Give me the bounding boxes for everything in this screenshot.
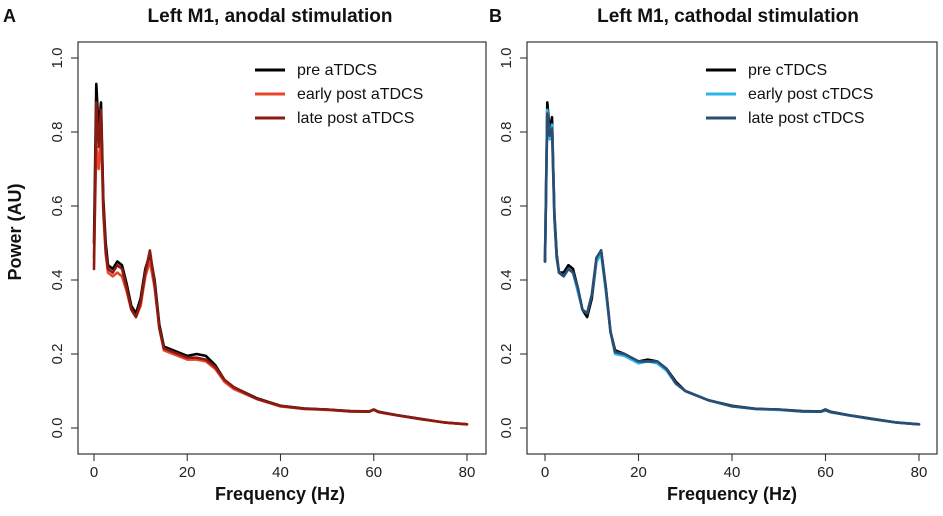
y-tick-label: 0.4 (498, 270, 515, 291)
y-tick-label: 0.4 (49, 270, 66, 291)
y-tick-label: 0.2 (498, 344, 515, 365)
y-axis: 0.0 0.2 0.4 0.6 0.8 1.0 (498, 48, 527, 439)
x-tick-label: 20 (630, 464, 647, 481)
y-tick-label: 0.6 (498, 196, 515, 217)
plot-frame (77, 41, 487, 455)
y-tick-label: 0.0 (498, 418, 515, 439)
y-tick-label: 1.0 (49, 48, 66, 69)
chart-title: Left M1, anodal stimulation (148, 6, 393, 27)
x-tick-label: 0 (90, 464, 98, 481)
panel-b: B Left M1, cathodal stimulation 0 20 40 60 8… (489, 6, 938, 504)
legend-label: late post cTDCS (748, 110, 864, 127)
x-axis: 0 20 40 60 80 (90, 454, 476, 481)
x-tick-label: 40 (724, 464, 741, 481)
series-lines (92, 82, 469, 426)
legend-label: pre cTDCS (748, 62, 827, 79)
x-axis: 0 20 40 60 80 (541, 454, 928, 481)
x-tick-label: 20 (179, 464, 196, 481)
x-axis-label: Frequency (Hz) (667, 484, 797, 504)
series-line-3 (543, 112, 921, 426)
x-tick-label: 60 (365, 464, 382, 481)
x-tick-label: 80 (911, 464, 928, 481)
legend-label: early post aTDCS (297, 86, 423, 103)
x-axis-label: Frequency (Hz) (215, 484, 345, 504)
legend-label: pre aTDCS (297, 62, 377, 79)
x-tick-label: 80 (459, 464, 476, 481)
legend-label: late post aTDCS (297, 110, 414, 127)
legend-label: early post cTDCS (748, 86, 873, 103)
series-line-2 (92, 127, 469, 426)
y-axis-label: Power (AU) (5, 183, 25, 280)
panel-a: A Left M1, anodal stimulation 0 20 40 60 80 … (3, 6, 487, 504)
x-tick-label: 0 (541, 464, 549, 481)
y-tick-label: 0.8 (498, 122, 515, 143)
y-tick-label: 0.8 (49, 122, 66, 143)
y-tick-label: 1.0 (498, 48, 515, 69)
series-lines (543, 101, 921, 426)
series-line-2 (543, 108, 921, 426)
y-tick-label: 0.0 (49, 418, 66, 439)
x-tick-label: 60 (817, 464, 834, 481)
y-tick-label: 0.2 (49, 344, 66, 365)
panel-letter: B (489, 6, 502, 26)
x-tick-label: 40 (272, 464, 289, 481)
chart-title: Left M1, cathodal stimulation (597, 6, 859, 27)
legend: pre cTDCS early post cTDCS late post cTDCS (706, 62, 873, 127)
series-line-3 (92, 101, 469, 426)
y-tick-label: 0.6 (49, 196, 66, 217)
plot-frame (526, 41, 938, 455)
legend: pre aTDCS early post aTDCS late post aTDCS (255, 62, 423, 127)
panel-letter: A (3, 6, 16, 26)
y-axis: 0.0 0.2 0.4 0.6 0.8 1.0 (49, 48, 78, 439)
